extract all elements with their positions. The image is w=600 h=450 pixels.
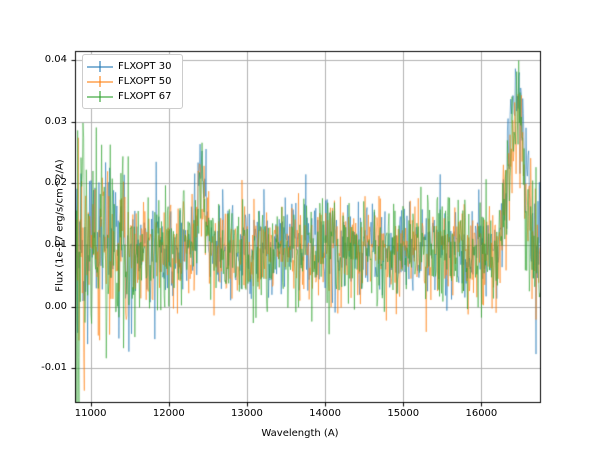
y-tick-label: 0.04 (44, 54, 67, 66)
y-tick-label: 0.01 (44, 238, 67, 250)
chart-legend[interactable]: FLXOPT 30 FLXOPT 50 FLXOPT 67 (82, 54, 183, 109)
x-axis-label: Wavelength (A) (261, 428, 339, 439)
y-tick-label: -0.01 (41, 362, 67, 374)
legend-swatch-icon-1 (87, 76, 113, 87)
x-tick-label: 13000 (231, 408, 263, 419)
legend-label-0: FLXOPT 30 (118, 61, 172, 72)
legend-item-flxopt-50[interactable]: FLXOPT 50 (87, 74, 177, 89)
x-tick-label: 15000 (387, 408, 420, 419)
legend-swatch-icon-0 (87, 61, 113, 72)
y-tick-label: 0.00 (44, 300, 67, 312)
legend-label-2: FLXOPT 67 (118, 91, 172, 102)
x-tick-label: 11000 (74, 408, 107, 419)
x-tick-label: 14000 (309, 408, 341, 419)
y-tick-label: 0.03 (44, 115, 67, 127)
x-tick-label: 16000 (465, 408, 498, 419)
y-tick-label: 0.02 (44, 177, 67, 189)
legend-item-flxopt-30[interactable]: FLXOPT 30 (87, 59, 177, 74)
y-axis-label: Flux (1e-17 erg/s/cm^2/A) (54, 159, 66, 292)
legend-item-flxopt-67[interactable]: FLXOPT 67 (87, 89, 177, 104)
legend-label-1: FLXOPT 50 (118, 76, 172, 87)
legend-swatch-icon-2 (87, 91, 113, 102)
x-tick-label: 12000 (152, 408, 185, 419)
